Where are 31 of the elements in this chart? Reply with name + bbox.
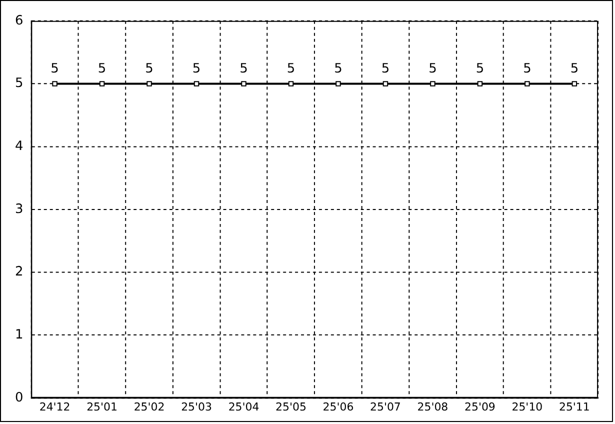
data-label: 5 xyxy=(428,62,437,77)
y-tick-label: 2 xyxy=(14,264,24,280)
x-tick-label: 25'06 xyxy=(322,400,354,414)
y-tick-label: 0 xyxy=(14,390,24,406)
data-label: 5 xyxy=(50,62,59,77)
data-label: 5 xyxy=(286,62,296,77)
data-label: 5 xyxy=(476,62,484,77)
x-tick-label: 25'04 xyxy=(228,400,260,414)
x-tick-label: 24'12 xyxy=(39,400,70,414)
y-tick-label: 6 xyxy=(14,13,24,28)
data-label: 5 xyxy=(570,62,579,77)
data-label: 5 xyxy=(98,62,106,77)
x-tick-label: 25'03 xyxy=(181,400,212,414)
data-label: 5 xyxy=(381,62,390,77)
x-tick-label: 25'11 xyxy=(558,400,590,414)
x-tick-label: 25'05 xyxy=(276,400,306,414)
data-label: 5 xyxy=(240,62,248,77)
y-tick-label: 3 xyxy=(14,202,24,217)
y-tick-label: 1 xyxy=(14,327,24,342)
data-label: 5 xyxy=(145,62,154,77)
x-tick-label: 25'02 xyxy=(134,400,165,414)
y-tick-label: 5 xyxy=(14,76,24,92)
data-label: 5 xyxy=(334,62,342,77)
x-tick-label: 25'01 xyxy=(86,400,118,414)
data-label: 5 xyxy=(192,62,201,77)
x-tick-label: 25'08 xyxy=(417,400,448,414)
x-tick-label: 25'07 xyxy=(370,400,401,414)
x-tick-label: 25'10 xyxy=(512,400,543,414)
x-tick-label: 25'09 xyxy=(464,400,496,414)
data-label: 5 xyxy=(523,62,532,77)
y-tick-label: 4 xyxy=(14,138,24,154)
